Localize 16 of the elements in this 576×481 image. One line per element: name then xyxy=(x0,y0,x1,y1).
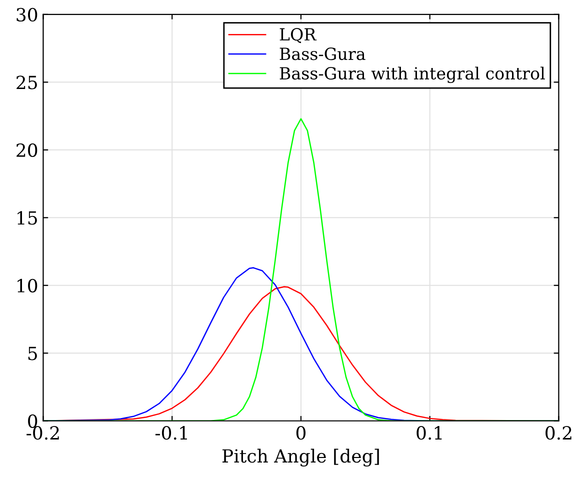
legend-label: LQR xyxy=(280,28,317,44)
legend-label: Bass-Gura xyxy=(280,48,366,60)
x-tick-label: 0.2 xyxy=(546,426,572,440)
y-tick-label: 20 xyxy=(16,143,38,158)
y-tick-label: 30 xyxy=(16,8,38,22)
x-tick-label: 0.1 xyxy=(416,426,442,440)
y-tick-label: 25 xyxy=(16,76,37,90)
x-tick-label: 0 xyxy=(296,426,306,440)
x-tick-label: -0.2 xyxy=(26,426,59,440)
y-tick-label: 5 xyxy=(28,346,37,360)
x-axis-title: Pitch Angle [deg] xyxy=(222,448,379,466)
x-tick-label: -0.1 xyxy=(155,426,187,440)
y-tick-label: 0 xyxy=(28,414,38,428)
y-tick-label: 15 xyxy=(18,211,37,225)
y-tick-label: 10 xyxy=(18,278,38,293)
legend-label: Bass-Gura with integral control xyxy=(280,66,545,84)
